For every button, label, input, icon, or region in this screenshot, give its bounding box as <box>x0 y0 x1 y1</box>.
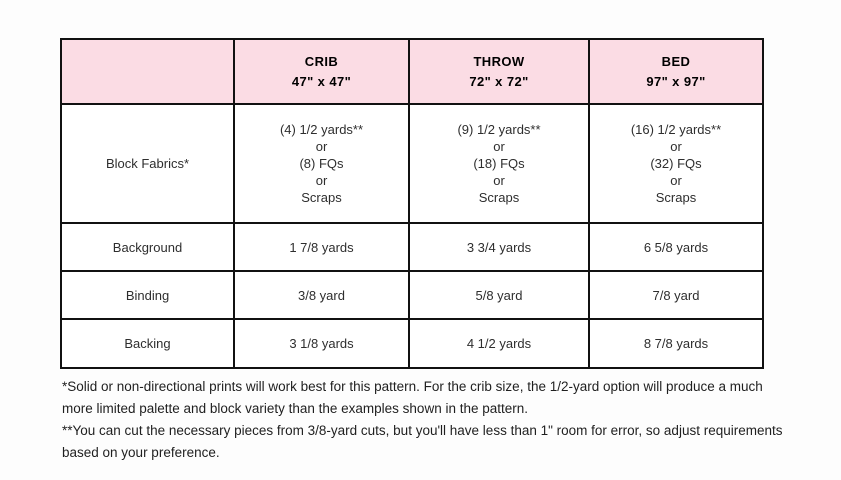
cell-binding-bed: 7/8 yard <box>588 270 764 320</box>
size-name-bed: BED <box>661 53 691 69</box>
table-row-block-fabrics: Block Fabrics* (4) 1/2 yards** or (8) FQ… <box>60 103 764 224</box>
cell-line: or <box>670 139 682 154</box>
cell-background-bed: 6 5/8 yards <box>588 222 764 272</box>
cell-backing-bed: 8 7/8 yards <box>588 318 764 369</box>
cell-binding-crib: 3/8 yard <box>233 270 410 320</box>
header-cell-crib: CRIB 47" x 47" <box>233 38 410 105</box>
cell-line: (18) FQs <box>473 156 525 171</box>
cell-line: (16) 1/2 yards** <box>630 122 722 137</box>
header-corner-cell <box>60 38 235 105</box>
cell-backing-throw: 4 1/2 yards <box>408 318 590 369</box>
cell-line: (4) 1/2 yards** <box>279 122 364 137</box>
cell-backing-crib: 3 1/8 yards <box>233 318 410 369</box>
row-label-backing: Backing <box>60 318 235 369</box>
cell-line: (8) FQs <box>299 156 344 171</box>
size-dims-bed: 97" x 97" <box>646 73 706 89</box>
size-dims-crib: 47" x 47" <box>291 73 352 89</box>
row-label-binding: Binding <box>60 270 235 320</box>
footnote-cut-pieces: **You can cut the necessary pieces from … <box>62 423 783 460</box>
cell-block-fabrics-crib: (4) 1/2 yards** or (8) FQs or Scraps <box>233 103 410 224</box>
size-name-throw: THROW <box>473 53 525 69</box>
row-label-block-fabrics: Block Fabrics* <box>60 103 235 224</box>
cell-line: (9) 1/2 yards** <box>457 122 541 137</box>
cell-binding-throw: 5/8 yard <box>408 270 590 320</box>
header-cell-bed: BED 97" x 97" <box>588 38 764 105</box>
table-row-backing: Backing 3 1/8 yards 4 1/2 yards 8 7/8 ya… <box>60 318 764 369</box>
footnote-solid-prints: *Solid or non-directional prints will wo… <box>62 379 763 416</box>
row-label-background: Background <box>60 222 235 272</box>
size-dims-throw: 72" x 72" <box>469 73 529 89</box>
cell-line: or <box>315 139 328 154</box>
cell-line: Scraps <box>301 190 342 205</box>
cell-line: Scraps <box>655 190 697 205</box>
table-row-binding: Binding 3/8 yard 5/8 yard 7/8 yard <box>60 270 764 320</box>
cell-block-fabrics-throw: (9) 1/2 yards** or (18) FQs or Scraps <box>408 103 590 224</box>
cell-block-fabrics-bed: (16) 1/2 yards** or (32) FQs or Scraps <box>588 103 764 224</box>
size-name-crib: CRIB <box>304 53 339 69</box>
cell-line: or <box>493 173 505 188</box>
table-header-row: CRIB 47" x 47" THROW 72" x 72" BED 97" x… <box>60 38 764 105</box>
fabric-requirements-table: CRIB 47" x 47" THROW 72" x 72" BED 97" x… <box>60 38 764 369</box>
cell-line: or <box>670 173 682 188</box>
cell-line: Scraps <box>478 190 520 205</box>
cell-line: (32) FQs <box>650 156 702 171</box>
cell-line: or <box>493 139 505 154</box>
cell-line: or <box>315 173 328 188</box>
table-row-background: Background 1 7/8 yards 3 3/4 yards 6 5/8… <box>60 222 764 272</box>
footnotes: *Solid or non-directional prints will wo… <box>62 376 794 464</box>
cell-background-crib: 1 7/8 yards <box>233 222 410 272</box>
header-cell-throw: THROW 72" x 72" <box>408 38 590 105</box>
cell-background-throw: 3 3/4 yards <box>408 222 590 272</box>
